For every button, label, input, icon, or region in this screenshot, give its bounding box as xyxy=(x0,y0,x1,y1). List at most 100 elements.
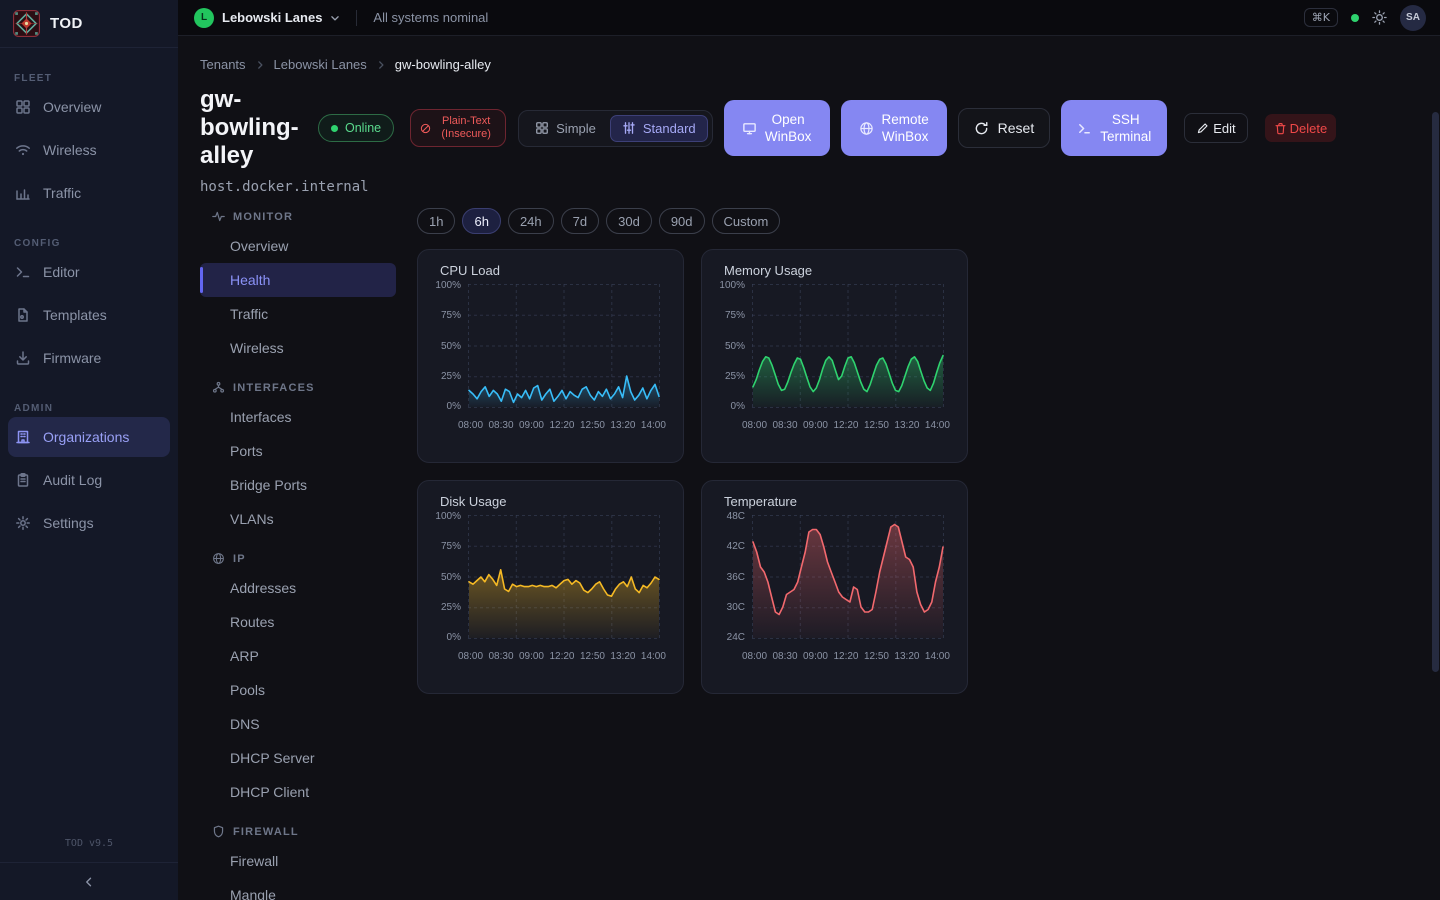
time-range-1h[interactable]: 1h xyxy=(417,208,455,234)
page-title: gw-bowling-alley xyxy=(200,86,300,170)
sidebar-item-label: Firmware xyxy=(43,350,101,366)
topbar: L Lebowski Lanes All systems nominal ⌘K xyxy=(178,0,1440,36)
file-icon xyxy=(15,307,31,323)
x-axis-labels: 08:0008:3009:0012:2012:5013:2014:00 xyxy=(458,420,666,431)
time-range-custom[interactable]: Custom xyxy=(712,208,781,234)
trash-icon xyxy=(1274,122,1287,135)
sidebar-item-label: Overview xyxy=(43,99,101,115)
grid-icon xyxy=(15,99,31,115)
tenant-selector[interactable]: L Lebowski Lanes xyxy=(194,8,340,28)
monitor-icon xyxy=(742,121,757,136)
chart-card-cpu-load: CPU Load100%75%50%25%0%08:0008:3009:0012… xyxy=(417,249,684,463)
sliders-icon xyxy=(622,121,636,135)
subnav-item-arp[interactable]: ARP xyxy=(200,639,396,673)
subnav-item-ports[interactable]: Ports xyxy=(200,434,396,468)
refresh-icon xyxy=(974,121,989,136)
subnav-section-interfaces: INTERFACES xyxy=(212,381,396,394)
sidebar-item-editor[interactable]: Editor xyxy=(8,252,170,292)
terminal-icon xyxy=(15,264,31,280)
chart-plot xyxy=(468,515,660,639)
breadcrumb-tenant[interactable]: Lebowski Lanes xyxy=(274,57,367,72)
app-logo[interactable]: TOD xyxy=(0,0,178,48)
time-range-6h[interactable]: 6h xyxy=(462,208,500,234)
reset-button[interactable]: Reset xyxy=(958,108,1051,148)
app-root: TOD FLEETOverviewWirelessTrafficCONFIGEd… xyxy=(0,0,1440,900)
time-range-selector: 1h 6h 24h 7d 30d 90d Custom xyxy=(417,208,968,234)
sidebar-collapse-button[interactable] xyxy=(0,862,178,900)
sidebar-section-fleet: FLEET xyxy=(14,73,164,84)
tenant-avatar: L xyxy=(194,8,214,28)
blocked-circle-icon xyxy=(420,123,431,134)
breadcrumb-tenants[interactable]: Tenants xyxy=(200,57,246,72)
x-axis-labels: 08:0008:3009:0012:2012:5013:2014:00 xyxy=(458,651,666,662)
subnav-item-bridge-ports[interactable]: Bridge Ports xyxy=(200,468,396,502)
sidebar-nav: FLEETOverviewWirelessTrafficCONFIGEditor… xyxy=(0,73,178,543)
subnav-item-vlans[interactable]: VLANs xyxy=(200,502,396,536)
y-axis-labels: 100%75%50%25%0% xyxy=(712,280,752,412)
time-range-30d[interactable]: 30d xyxy=(606,208,652,234)
subnav-item-addresses[interactable]: Addresses xyxy=(200,571,396,605)
sidebar-item-audit-log[interactable]: Audit Log xyxy=(8,460,170,500)
chart-card-disk-usage: Disk Usage100%75%50%25%0%08:0008:3009:00… xyxy=(417,480,684,694)
subnav-item-firewall[interactable]: Firewall xyxy=(200,844,396,878)
vertical-scrollbar[interactable] xyxy=(1432,112,1439,672)
sidebar-item-overview[interactable]: Overview xyxy=(8,87,170,127)
topbar-divider xyxy=(356,10,357,26)
subnav-item-wireless[interactable]: Wireless xyxy=(200,331,396,365)
sidebar-item-label: Traffic xyxy=(43,185,81,201)
user-avatar[interactable]: SA xyxy=(1400,5,1426,31)
delete-button[interactable]: Delete xyxy=(1265,114,1337,142)
sidebar-item-organizations[interactable]: Organizations xyxy=(8,417,170,457)
subnav-item-interfaces[interactable]: Interfaces xyxy=(200,400,396,434)
globe-icon xyxy=(859,121,874,136)
charts-grid: CPU Load100%75%50%25%0%08:0008:3009:0012… xyxy=(417,249,968,694)
security-badge-insecure: Plain-Text (Insecure) xyxy=(410,109,506,147)
edit-button[interactable]: Edit xyxy=(1184,113,1247,143)
device-header: gw-bowling-alley Online Plain-Text (Inse… xyxy=(200,86,1440,170)
grid-icon xyxy=(535,121,549,135)
subnav-item-pools[interactable]: Pools xyxy=(200,673,396,707)
open-winbox-button[interactable]: Open WinBox xyxy=(724,100,830,156)
sidebar-item-wireless[interactable]: Wireless xyxy=(8,130,170,170)
sidebar-item-traffic[interactable]: Traffic xyxy=(8,173,170,213)
sidebar-item-templates[interactable]: Templates xyxy=(8,295,170,335)
time-range-7d[interactable]: 7d xyxy=(561,208,599,234)
subnav-item-dhcp-client[interactable]: DHCP Client xyxy=(200,775,396,809)
subnav-item-health[interactable]: Health xyxy=(200,263,396,297)
view-toggle-simple[interactable]: Simple xyxy=(523,115,608,142)
sidebar-item-settings[interactable]: Settings xyxy=(8,503,170,543)
chart-title: Disk Usage xyxy=(440,494,671,509)
sidebar: TOD FLEETOverviewWirelessTrafficCONFIGEd… xyxy=(0,0,178,900)
sidebar-item-label: Editor xyxy=(43,264,80,280)
subnav-item-traffic[interactable]: Traffic xyxy=(200,297,396,331)
subnav-section-firewall: FIREWALL xyxy=(212,825,396,838)
device-host: host.docker.internal xyxy=(200,179,1440,195)
sidebar-item-firmware[interactable]: Firmware xyxy=(8,338,170,378)
subnav-item-overview[interactable]: Overview xyxy=(200,229,396,263)
x-axis-labels: 08:0008:3009:0012:2012:5013:2014:00 xyxy=(742,420,950,431)
subnav-item-dns[interactable]: DNS xyxy=(200,707,396,741)
chart-card-memory-usage: Memory Usage 100%75%50%25%0% 08:0008:3009:… xyxy=(701,249,968,463)
pencil-icon xyxy=(1196,122,1209,135)
subnav-item-dhcp-server[interactable]: DHCP Server xyxy=(200,741,396,775)
remote-winbox-button[interactable]: Remote WinBox xyxy=(841,100,947,156)
device-subnav: MONITOROverviewHealthTrafficWirelessINTE… xyxy=(200,208,396,900)
subnav-item-mangle[interactable]: Mangle xyxy=(200,878,396,900)
subnav-item-routes[interactable]: Routes xyxy=(200,605,396,639)
app-name: TOD xyxy=(50,15,83,32)
theme-sun-icon[interactable] xyxy=(1372,10,1387,25)
time-range-24h[interactable]: 24h xyxy=(508,208,554,234)
subnav-section-ip: IP xyxy=(212,552,396,565)
sidebar-item-label: Settings xyxy=(43,515,94,531)
sidebar-item-label: Templates xyxy=(43,307,107,323)
chart-title: Memory Usage xyxy=(724,263,955,278)
network-icon xyxy=(212,381,225,394)
sidebar-item-label: Organizations xyxy=(43,429,129,445)
tod-logo-icon xyxy=(13,10,40,37)
ssh-terminal-button[interactable]: SSH Terminal xyxy=(1061,100,1167,156)
command-palette-shortcut[interactable]: ⌘K xyxy=(1304,8,1338,27)
view-toggle-standard[interactable]: Standard xyxy=(610,115,708,142)
sidebar-section-admin: ADMIN xyxy=(14,403,164,414)
time-range-90d[interactable]: 90d xyxy=(659,208,705,234)
chart-plot xyxy=(468,284,660,408)
